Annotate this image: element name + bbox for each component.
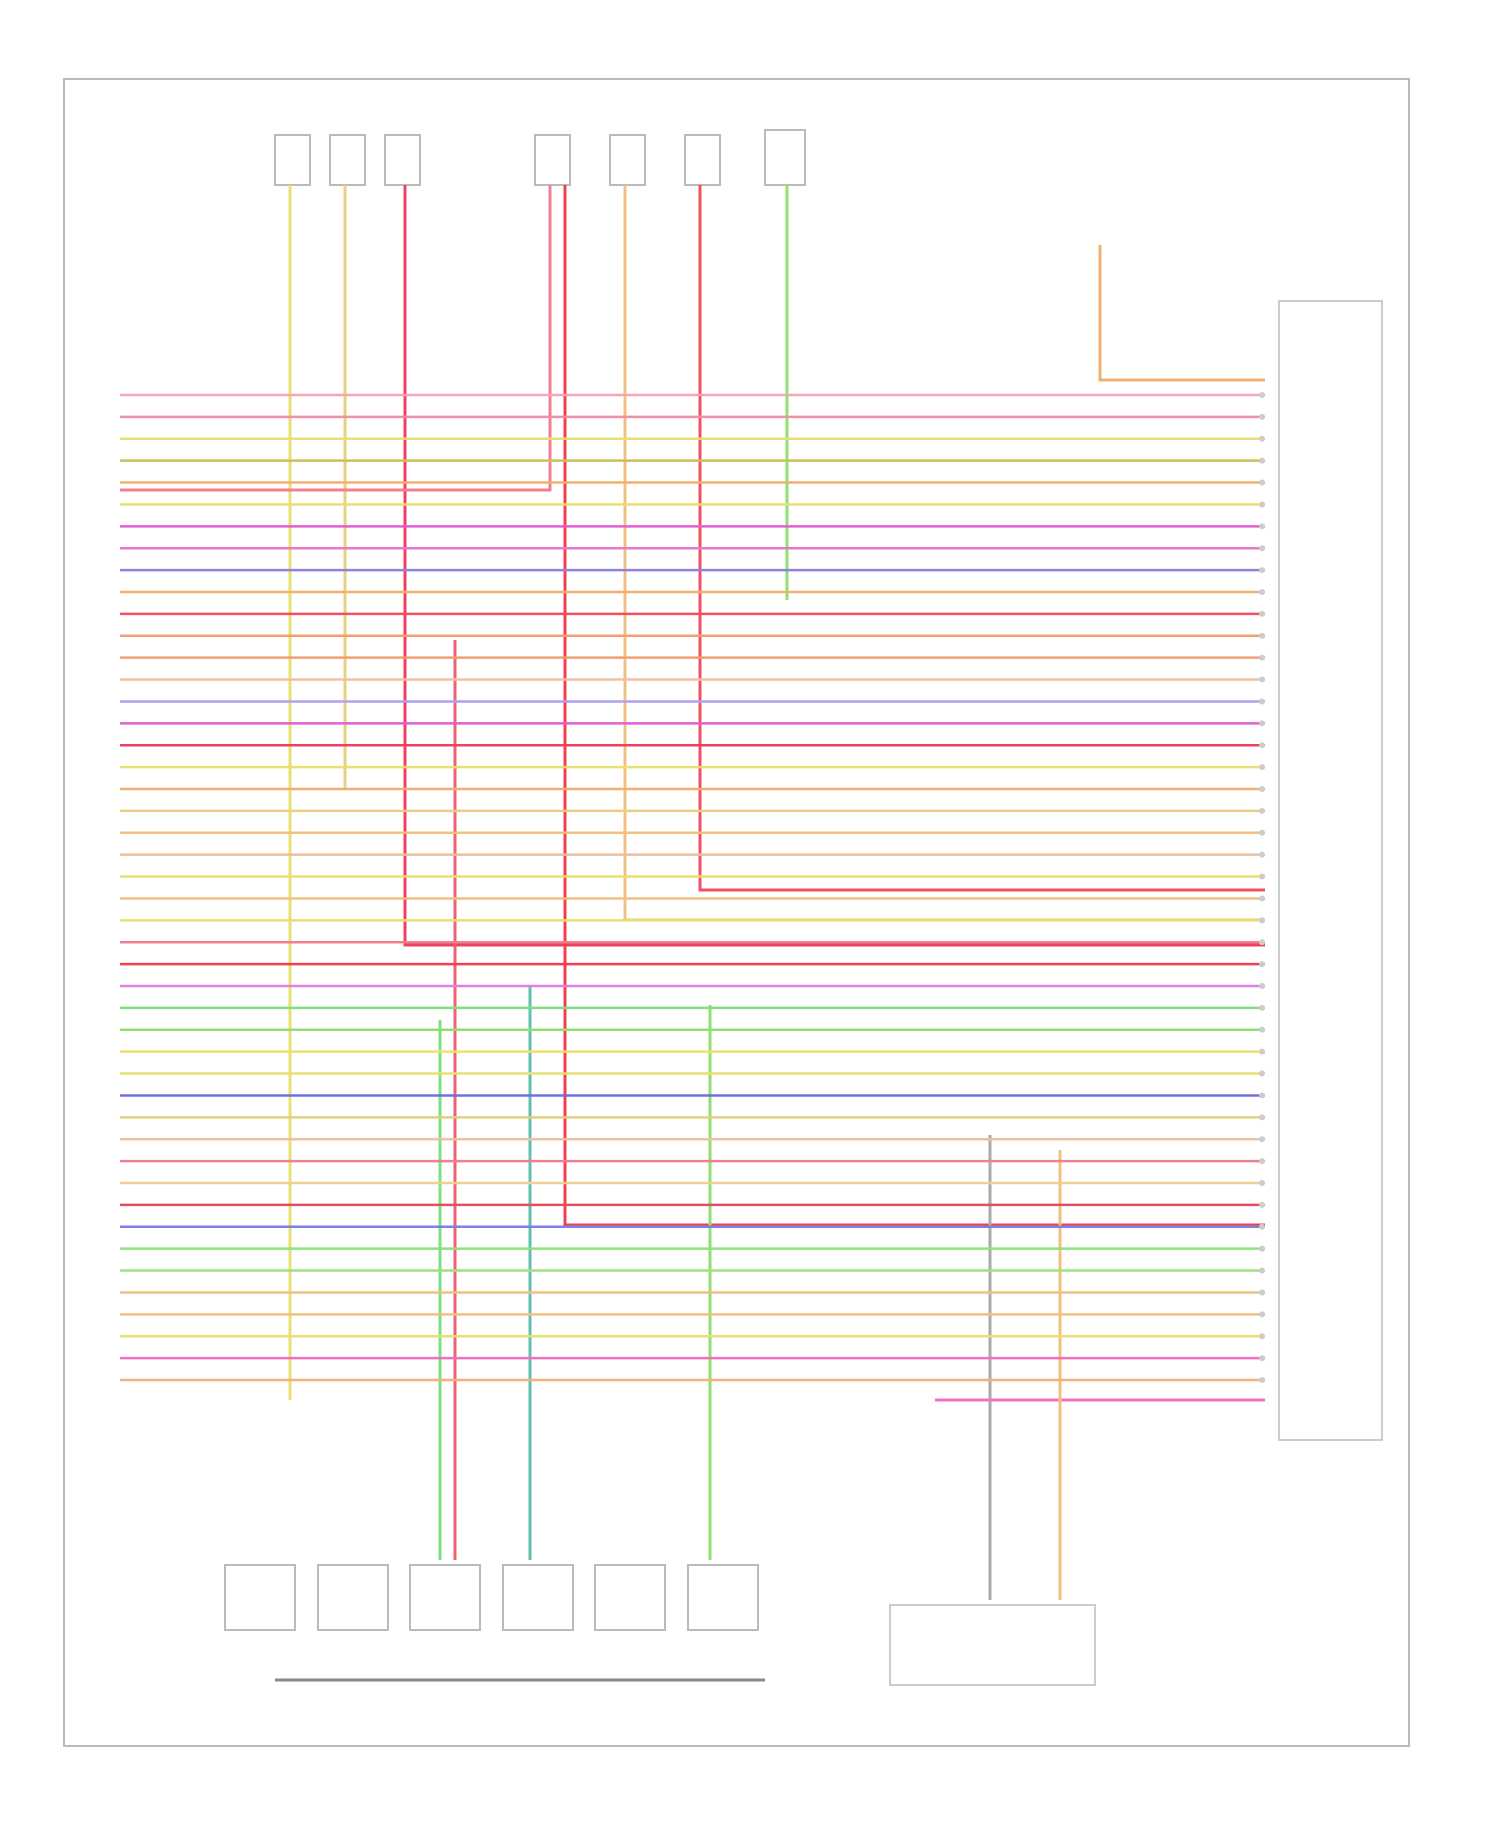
ecm-pin xyxy=(1259,479,1265,486)
ecm-pin xyxy=(1259,1004,1265,1011)
ecm-outline xyxy=(1278,300,1383,1441)
ecm-pin xyxy=(1259,1026,1265,1033)
top-connectors xyxy=(274,129,806,186)
ecm-pin xyxy=(1259,1311,1265,1318)
ecm-pin xyxy=(1259,851,1265,858)
ecm-pin xyxy=(1259,764,1265,771)
throttle-body xyxy=(889,1604,1096,1686)
ecm-pin xyxy=(1259,610,1265,617)
ecm-pin xyxy=(1259,501,1265,508)
coil xyxy=(594,1564,666,1631)
ecm-pin xyxy=(1259,523,1265,530)
ecm-pin xyxy=(1259,917,1265,924)
coil xyxy=(317,1564,389,1631)
connector xyxy=(609,134,646,186)
coil xyxy=(687,1564,759,1631)
ecm-pin xyxy=(1259,1201,1265,1208)
ecm-pin xyxy=(1259,807,1265,814)
wire xyxy=(563,185,1265,1227)
ecm-pin xyxy=(1259,676,1265,683)
ecm-pin xyxy=(1259,545,1265,552)
ecm-pin xyxy=(1259,1223,1265,1230)
wire xyxy=(698,185,1265,892)
ecm-pin xyxy=(1259,742,1265,749)
ecm-pin xyxy=(1259,1289,1265,1296)
coil xyxy=(409,1564,481,1631)
connector xyxy=(384,134,421,186)
ecm-pin xyxy=(1259,435,1265,442)
ecm-pin xyxy=(1259,632,1265,639)
ecm-pin xyxy=(1259,392,1265,398)
ecm-pin xyxy=(1259,1136,1265,1143)
vertical-wires xyxy=(120,185,1265,1600)
connector xyxy=(534,134,571,186)
ecm-pin xyxy=(1259,1355,1265,1362)
ecm-pin xyxy=(1259,457,1265,464)
connector xyxy=(684,134,721,186)
ecm-pin xyxy=(1259,1092,1265,1099)
ecm-pin xyxy=(1259,413,1265,420)
ecm-pin xyxy=(1259,786,1265,792)
ecm-pin xyxy=(1259,589,1265,595)
ecm-pin xyxy=(1259,873,1265,880)
ecm-pin xyxy=(1259,698,1265,705)
coil xyxy=(224,1564,296,1631)
diagram-frame xyxy=(63,78,1410,1747)
coil xyxy=(502,1564,574,1631)
ignition-coils xyxy=(224,1564,1096,1686)
ecm-pin xyxy=(1259,1267,1265,1274)
ecm-pin xyxy=(1259,895,1265,902)
ecm-pin xyxy=(1259,1070,1265,1077)
sensor xyxy=(764,129,806,186)
ecm-pin xyxy=(1259,654,1265,661)
ecm-pin xyxy=(1259,567,1265,574)
ecm-pin xyxy=(1259,983,1265,989)
ecm-pin xyxy=(1259,961,1265,968)
ecm-pin xyxy=(1259,1158,1265,1165)
connector xyxy=(274,134,311,186)
ecm-pin xyxy=(1259,1377,1265,1383)
ecm-pin xyxy=(1259,1333,1265,1340)
wire xyxy=(1098,245,1265,382)
ecm-pin xyxy=(1259,1114,1265,1121)
ecm-pin xyxy=(1259,1245,1265,1252)
ecm-pin xyxy=(1259,939,1265,946)
wire xyxy=(120,185,552,492)
ecm-pin xyxy=(1259,720,1265,727)
ecm-pin xyxy=(1259,829,1265,836)
connector xyxy=(329,134,366,186)
ecm-pin xyxy=(1259,1180,1265,1186)
ecm-pin xyxy=(1259,1048,1265,1055)
